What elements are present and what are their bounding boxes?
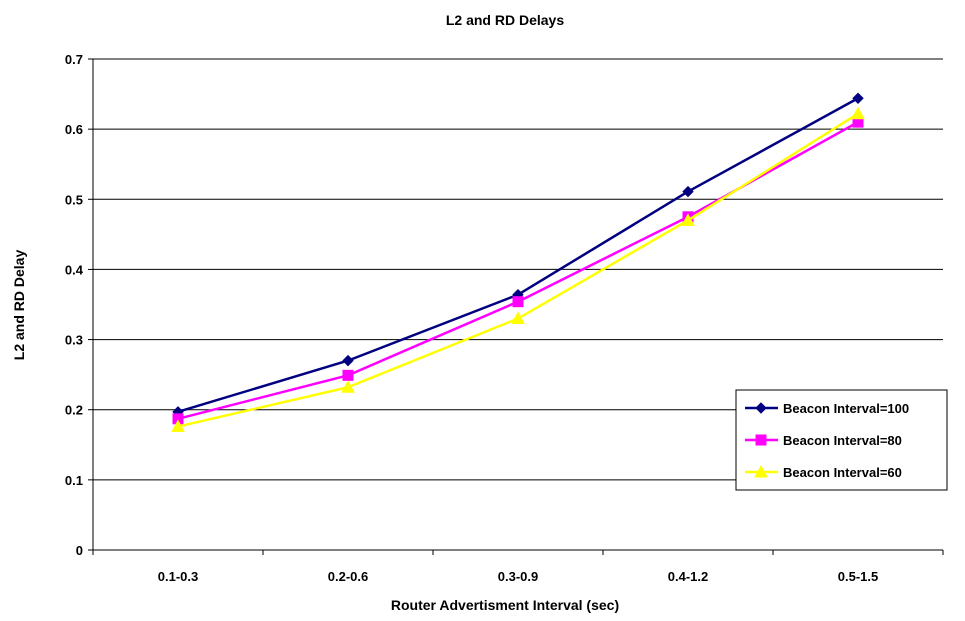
- x-tick-label: 0.4-1.2: [668, 569, 708, 584]
- x-tick-label: 0.3-0.9: [498, 569, 538, 584]
- series-3: [171, 106, 865, 433]
- data-point-triangle: [171, 419, 185, 433]
- legend-label: Beacon Interval=60: [783, 465, 902, 480]
- x-tick-label: 0.5-1.5: [838, 569, 878, 584]
- data-point-diamond: [342, 354, 354, 367]
- y-tick-label: 0: [76, 543, 83, 558]
- data-point-square: [512, 296, 524, 308]
- legend: Beacon Interval=100 Beacon Interval=80 Bea…: [735, 389, 948, 491]
- series-line: [177, 112, 859, 428]
- y-tick-label: 0.6: [65, 122, 83, 137]
- gridlines: [93, 58, 943, 481]
- axes: [92, 59, 943, 551]
- legend-label: Beacon Interval=80: [783, 433, 902, 448]
- y-axis-label: L2 and RD Delay: [11, 250, 27, 361]
- y-tick-label: 0.4: [65, 262, 84, 277]
- y-tick-label: 0.1: [65, 473, 83, 488]
- legend-item: Beacon Interval=80: [745, 433, 902, 448]
- y-tick-label: 0.2: [65, 403, 83, 418]
- series-1: [172, 92, 864, 418]
- y-tick-label: 0.5: [65, 192, 83, 207]
- legend-item: Beacon Interval=100: [745, 401, 909, 416]
- data-point-square: [755, 434, 767, 446]
- legend-item: Beacon Interval=60: [745, 464, 902, 480]
- data-point-diamond: [755, 402, 767, 414]
- series-line: [177, 97, 859, 414]
- y-tick-label: 0.3: [65, 333, 83, 348]
- data-point-triangle: [754, 464, 768, 478]
- x-tick-label: 0.1-0.3: [158, 569, 198, 584]
- x-tick-label: 0.2-0.6: [328, 569, 368, 584]
- data-point-triangle: [511, 311, 525, 325]
- data-point-square: [342, 369, 354, 381]
- data-point-triangle: [341, 380, 355, 393]
- series-line: [177, 121, 859, 421]
- data-point-triangle: [851, 106, 865, 120]
- y-axis-ticks: 0 0.1 0.2 0.3 0.4 0.5 0.6 0.7: [65, 52, 93, 558]
- legend-label: Beacon Interval=100: [783, 401, 909, 416]
- series-2: [172, 116, 864, 425]
- x-axis-ticks: 0.1-0.3 0.2-0.6 0.3-0.9 0.4-1.2 0.5-1.5: [92, 550, 944, 584]
- data-point-triangle: [681, 213, 695, 226]
- data-point-diamond: [852, 92, 864, 104]
- x-axis-label: Router Advertisment Interval (sec): [391, 597, 619, 613]
- chart-title: L2 and RD Delays: [446, 12, 564, 28]
- data-point-diamond: [682, 185, 694, 198]
- series-layer: [171, 92, 865, 433]
- y-tick-label: 0.7: [65, 52, 83, 67]
